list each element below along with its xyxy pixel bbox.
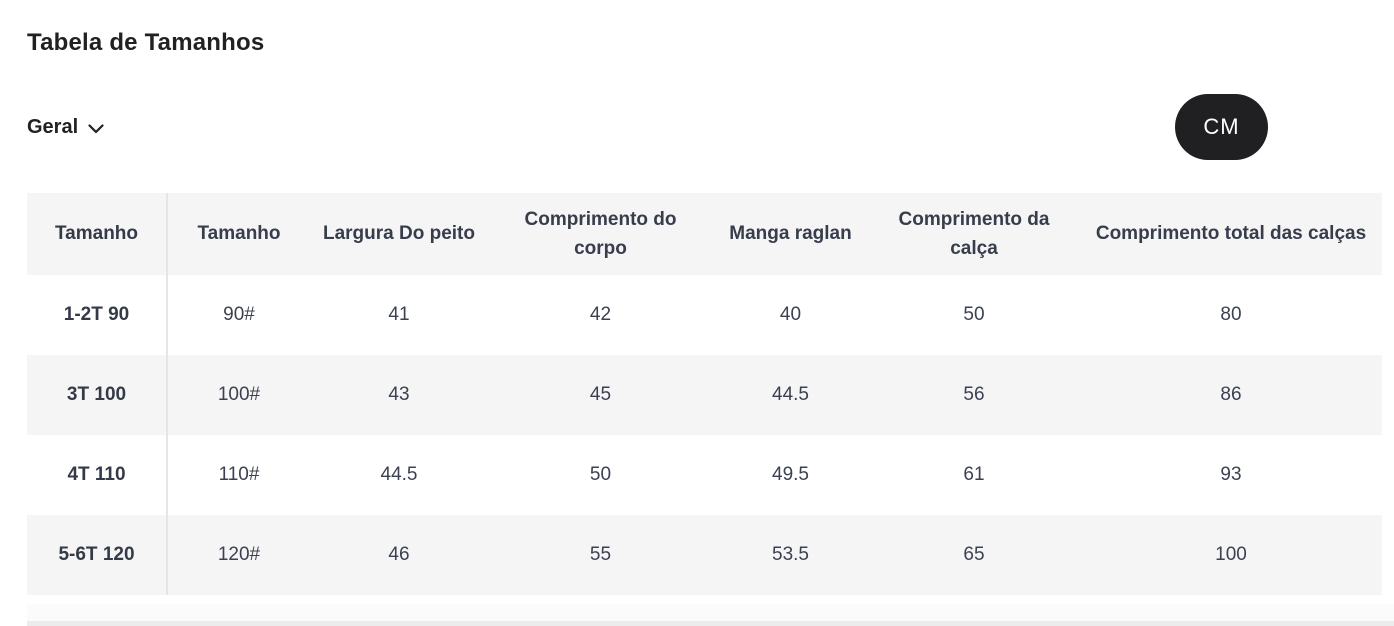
category-selector-label: Geral [27, 115, 79, 138]
measurement-cell: 50 [589, 464, 612, 485]
size-label-cell: 3T 100 [27, 355, 168, 435]
chevron-down-icon [88, 117, 104, 140]
measurement-cell: 41 [388, 304, 410, 325]
column-header: Comprimento do corpo [488, 193, 713, 275]
measurement-cell: 46 [310, 515, 488, 595]
table-header-row: Tamanho Tamanho Largura Do peito Compriment… [27, 193, 1382, 275]
measurement-cell: 55 [488, 515, 713, 595]
measurement-cell: 40 [779, 304, 802, 325]
measurement-cell: 80 [1220, 304, 1242, 325]
column-header: Comprimento total das calças [1080, 193, 1382, 275]
measurement-cell: 110# [218, 464, 260, 485]
size-table-container: Tamanho Tamanho Largura Do peito Compriment… [27, 193, 1382, 595]
size-chart-panel: Tabela de Tamanhos Geral CM Tamanho Taman… [0, 28, 1394, 626]
measurement-cell: 65 [868, 515, 1080, 595]
size-label-cell: 4T 110 [27, 435, 168, 515]
measurement-cell: 45 [488, 355, 713, 435]
measurement-cell: 50 [963, 304, 985, 325]
table-row: 3T 100 100# 43 45 44.5 56 86 [27, 355, 1382, 435]
category-selector[interactable]: Geral [27, 114, 104, 140]
measurement-cell: 90# [223, 304, 255, 325]
measurement-cell: 100# [167, 355, 310, 435]
measurement-cell: 100 [1080, 515, 1382, 595]
size-label-cell: 5-6T 120 [27, 515, 168, 595]
unit-toggle-button[interactable]: CM [1175, 94, 1268, 160]
measurement-cell: 120# [167, 515, 310, 595]
next-section-peek [27, 604, 1394, 626]
measurement-cell: 42 [589, 304, 612, 325]
size-table: Tamanho Tamanho Largura Do peito Compriment… [27, 193, 1383, 595]
page-title: Tabela de Tamanhos [27, 29, 265, 56]
measurement-cell: 93 [1220, 464, 1242, 485]
measurement-cell: 43 [310, 355, 488, 435]
measurement-cell: 53.5 [713, 515, 868, 595]
measurement-cell: 61 [963, 464, 985, 485]
table-row: 4T 110 110# 44.5 50 49.5 61 93 [27, 435, 1382, 515]
size-label-cell: 1-2T 90 [27, 275, 168, 355]
column-header: Manga raglan [713, 193, 868, 275]
column-header: Tamanho [167, 193, 310, 275]
column-header: Largura Do peito [310, 193, 488, 275]
column-header: Comprimento da calça [868, 193, 1080, 275]
controls-row: Geral CM [27, 94, 1382, 160]
column-header: Tamanho [27, 193, 168, 275]
measurement-cell: 86 [1080, 355, 1382, 435]
measurement-cell: 44.5 [380, 464, 418, 485]
table-row: 5-6T 120 120# 46 55 53.5 65 100 [27, 515, 1382, 595]
measurement-cell: 49.5 [772, 464, 809, 485]
table-body: 1-2T 90 90# 41 42 40 50 80 3T 100 100# 43 45 44.5 56… [27, 275, 1382, 595]
table-row: 1-2T 90 90# 41 42 40 50 80 [27, 275, 1382, 355]
measurement-cell: 44.5 [713, 355, 868, 435]
measurement-cell: 56 [868, 355, 1080, 435]
